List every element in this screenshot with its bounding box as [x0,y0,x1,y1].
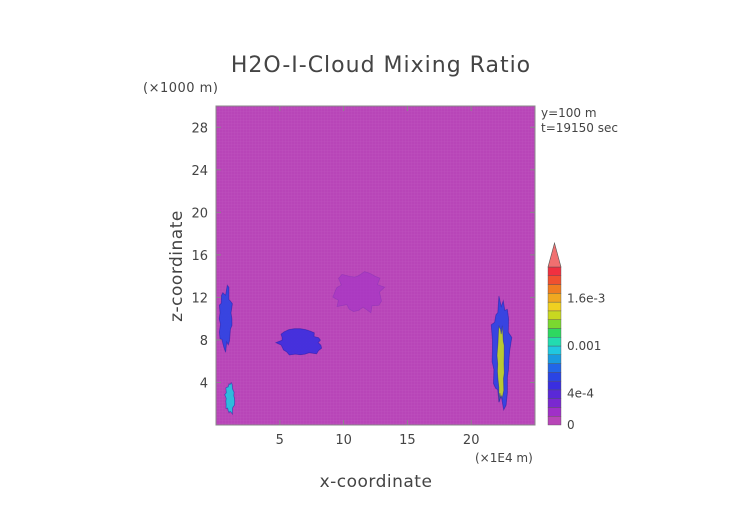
colorbar [547,241,562,426]
cloud-feature-low [224,381,236,416]
colorbar-band [547,372,562,382]
y-tick-label: 24 [191,164,208,179]
x-tick-label: 5 [276,433,284,448]
annotation-time: t=19150 sec [541,121,618,135]
y-tick-label: 8 [200,334,208,349]
y-axis-ticks: 4 8 12 16 20 24 28 [191,121,535,391]
colorbar-band [547,398,562,408]
colorbar-band [547,310,562,320]
colorbar-band [547,337,562,347]
plot-frame [215,105,536,426]
annotation-y-position: y=100 m [541,106,597,120]
colorbar-band [547,275,562,285]
colorbar-band [547,266,562,276]
cloud-feature-low [274,328,323,356]
x-axis-label: x-coordinate [320,472,433,492]
cloud-features [218,271,513,416]
colorbar-band [547,363,562,373]
x-unit-label: (×1E4 m) [475,451,533,465]
x-axis-ticks: 5 10 15 20 [276,106,480,448]
y-axis-label: z-coordinate [167,210,187,322]
colorbar-band [547,354,562,364]
y-unit-label: (×1000 m) [143,81,218,96]
plot-area [216,106,535,425]
colorbar-band [547,301,562,312]
colorbar-labels: 0 4e-4 0.001 1.6e-3 [567,292,605,432]
colorbar-band [547,319,562,329]
colorbar-band [547,293,562,303]
colorbar-label: 1.6e-3 [567,292,605,306]
x-tick-label: 10 [335,433,352,448]
x-tick-label: 20 [463,433,480,448]
chart-title: H2O-I-Cloud Mixing Ratio [231,53,531,78]
colorbar-band [547,380,562,391]
colorbar-label: 0 [567,418,575,432]
colorbar-band [547,345,562,355]
colorbar-band [547,407,562,417]
y-tick-label: 16 [191,249,208,264]
y-tick-label: 12 [191,291,208,306]
colorbar-band [547,328,562,338]
cloud-feature-trace [332,271,386,314]
y-tick-label: 20 [191,206,208,221]
x-tick-label: 15 [399,433,416,448]
cloud-feature-high [496,325,505,402]
colorbar-label: 0.001 [567,339,601,353]
colorbar-band [547,416,562,426]
cloud-feature-low [218,284,233,353]
colorbar-label: 4e-4 [567,386,594,400]
colorbar-band [547,389,562,399]
y-tick-label: 28 [191,121,208,136]
colorbar-extend-arrow [547,241,562,268]
y-tick-label: 4 [200,376,208,391]
colorbar-band [547,284,562,294]
